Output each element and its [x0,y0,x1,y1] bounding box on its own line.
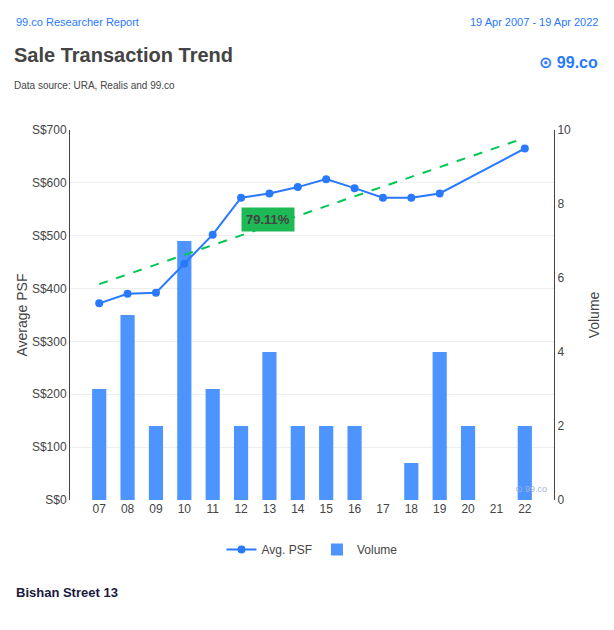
svg-text:6: 6 [557,271,564,285]
svg-text:09: 09 [149,502,163,516]
svg-text:Volume: Volume [586,291,602,338]
svg-text:19 Apr 2007 - 19 Apr 2022: 19 Apr 2007 - 19 Apr 2022 [470,16,598,28]
svg-text:S$400: S$400 [32,282,67,296]
svg-text:22: 22 [518,502,532,516]
svg-text:S$0: S$0 [45,493,67,507]
svg-text:Data source: URA, Realis and 9: Data source: URA, Realis and 99.co [14,80,175,91]
svg-text:S$600: S$600 [32,176,67,190]
svg-text:Average PSF: Average PSF [14,273,30,356]
svg-text:8: 8 [557,197,564,211]
svg-text:08: 08 [121,502,135,516]
svg-text:S$100: S$100 [32,440,67,454]
svg-text:99.co Researcher Report: 99.co Researcher Report [16,16,139,28]
svg-text:Sale Transaction Trend: Sale Transaction Trend [14,44,233,66]
svg-text:21: 21 [490,502,504,516]
svg-text:20: 20 [461,502,475,516]
svg-text:11: 11 [206,502,219,516]
svg-text:13: 13 [263,502,277,516]
svg-text:19: 19 [433,502,447,516]
svg-text:17: 17 [376,502,390,516]
svg-text:0: 0 [557,493,564,507]
svg-text:16: 16 [348,502,362,516]
svg-text:⊙ 99.co: ⊙ 99.co [515,484,547,494]
svg-text:Bishan Street 13: Bishan Street 13 [16,585,118,600]
svg-text:14: 14 [291,502,305,516]
svg-text:2: 2 [557,419,564,433]
svg-text:07: 07 [93,502,107,516]
svg-text:S$300: S$300 [32,335,67,349]
svg-text:10: 10 [557,123,571,137]
svg-text:S$700: S$700 [32,123,67,137]
svg-text:4: 4 [557,345,564,359]
svg-text:10: 10 [178,502,192,516]
svg-text:12: 12 [234,502,248,516]
svg-text:Volume: Volume [357,543,397,557]
svg-text:⊙ 99.co: ⊙ 99.co [539,54,598,71]
svg-text:79.11%: 79.11% [246,212,290,227]
svg-text:18: 18 [405,502,419,516]
svg-text:S$500: S$500 [32,229,67,243]
svg-text:Avg. PSF: Avg. PSF [262,543,312,557]
svg-text:15: 15 [320,502,334,516]
svg-text:S$200: S$200 [32,387,67,401]
